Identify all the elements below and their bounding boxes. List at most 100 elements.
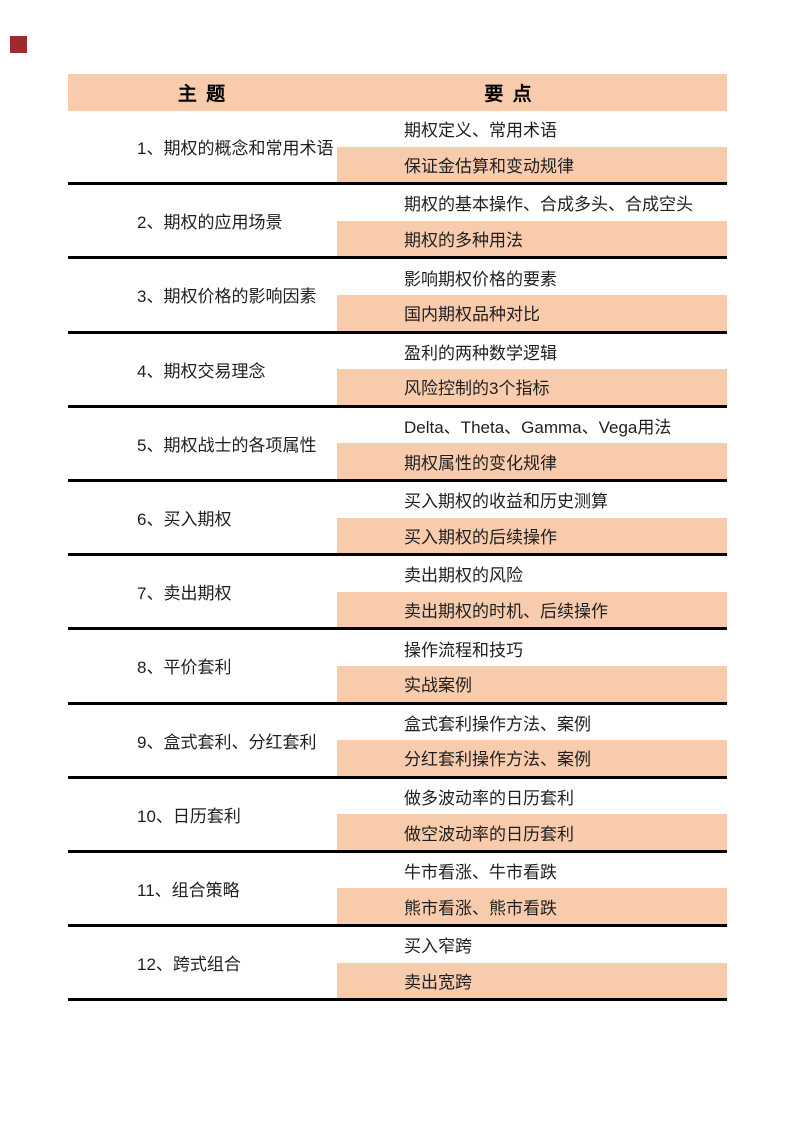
point-label: 买入窄跨 bbox=[404, 937, 472, 957]
topic-label: 12、跨式组合 bbox=[137, 955, 241, 975]
points-cells: 买入窄跨 卖出宽跨 bbox=[337, 927, 727, 999]
point-label: 期权的基本操作、合成多头、合成空头 bbox=[404, 195, 693, 215]
point-label: 卖出期权的时机、后续操作 bbox=[404, 602, 608, 622]
point-label: 国内期权品种对比 bbox=[404, 305, 540, 325]
point-row-highlighted: 期权属性的变化规律 bbox=[337, 443, 727, 479]
point-label: 影响期权价格的要素 bbox=[404, 269, 557, 289]
table-row: 8、平价套利 操作流程和技巧 实战案例 bbox=[68, 630, 727, 705]
points-cells: 做多波动率的日历套利 做空波动率的日历套利 bbox=[337, 779, 727, 850]
point-label: 买入期权的后续操作 bbox=[404, 527, 557, 547]
point-label: 做多波动率的日历套利 bbox=[404, 788, 574, 808]
point-row-primary: 影响期权价格的要素 bbox=[337, 259, 727, 295]
point-row-primary: 期权定义、常用术语 bbox=[337, 111, 727, 147]
topic-label: 3、期权价格的影响因素 bbox=[137, 287, 317, 307]
point-row-primary: 期权的基本操作、合成多头、合成空头 bbox=[337, 185, 727, 221]
topic-cell: 9、盒式套利、分红套利 bbox=[68, 705, 337, 776]
point-label: 牛市看涨、牛市看跌 bbox=[404, 863, 557, 883]
points-cells: 盒式套利操作方法、案例 分红套利操作方法、案例 bbox=[337, 705, 727, 776]
point-row-highlighted: 买入期权的后续操作 bbox=[337, 517, 727, 554]
point-label: 操作流程和技巧 bbox=[404, 640, 523, 660]
point-label: 期权定义、常用术语 bbox=[404, 121, 557, 141]
point-label: 分红套利操作方法、案例 bbox=[404, 750, 591, 770]
points-cells: 牛市看涨、牛市看跌 熊市看涨、熊市看跌 bbox=[337, 853, 727, 925]
red-square-marker bbox=[10, 36, 27, 53]
point-label: 保证金估算和变动规律 bbox=[404, 156, 574, 176]
topic-cell: 10、日历套利 bbox=[68, 779, 337, 850]
point-row-primary: 盒式套利操作方法、案例 bbox=[337, 705, 727, 741]
point-label: 盒式套利操作方法、案例 bbox=[404, 714, 591, 734]
table-row: 11、组合策略 牛市看涨、牛市看跌 熊市看涨、熊市看跌 bbox=[68, 852, 727, 928]
point-row-primary: 买入窄跨 bbox=[337, 927, 727, 963]
point-label: 盈利的两种数学逻辑 bbox=[404, 343, 557, 363]
table-row: 2、期权的应用场景 期权的基本操作、合成多头、合成空头 期权的多种用法 bbox=[68, 185, 727, 260]
point-label: 卖出宽跨 bbox=[404, 972, 472, 992]
point-label: 做空波动率的日历套利 bbox=[404, 824, 574, 844]
topic-label: 8、平价套利 bbox=[137, 658, 232, 678]
topic-cell: 3、期权价格的影响因素 bbox=[68, 259, 337, 330]
point-row-highlighted: 保证金估算和变动规律 bbox=[337, 146, 727, 183]
topic-label: 10、日历套利 bbox=[137, 806, 241, 826]
point-row-highlighted: 国内期权品种对比 bbox=[337, 294, 727, 331]
topic-label: 5、期权战士的各项属性 bbox=[137, 435, 317, 455]
point-row-highlighted: 风险控制的3个指标 bbox=[337, 369, 727, 405]
topic-label: 11、组合策略 bbox=[137, 880, 240, 900]
point-row-highlighted: 做空波动率的日历套利 bbox=[337, 814, 727, 850]
point-row-primary: 买入期权的收益和历史测算 bbox=[337, 482, 727, 518]
topic-label: 6、买入期权 bbox=[137, 510, 232, 530]
point-row-primary: 卖出期权的风险 bbox=[337, 556, 727, 592]
topic-cell: 8、平价套利 bbox=[68, 630, 337, 701]
topic-cell: 7、卖出期权 bbox=[68, 556, 337, 627]
point-label: 期权属性的变化规律 bbox=[404, 453, 557, 473]
point-row-highlighted: 熊市看涨、熊市看跌 bbox=[337, 888, 727, 925]
table-row: 7、卖出期权 卖出期权的风险 卖出期权的时机、后续操作 bbox=[68, 556, 727, 631]
table-body: 1、期权的概念和常用术语 期权定义、常用术语 保证金估算和变动规律 2、期权的应… bbox=[68, 111, 727, 1002]
point-row-primary: 牛市看涨、牛市看跌 bbox=[337, 853, 727, 889]
points-cells: Delta、Theta、Gamma、Vega用法 期权属性的变化规律 bbox=[337, 408, 727, 479]
header-cell-points: 要 点 bbox=[484, 84, 534, 105]
point-label: 实战案例 bbox=[404, 676, 472, 696]
point-row-highlighted: 卖出期权的时机、后续操作 bbox=[337, 591, 727, 628]
table-row: 6、买入期权 买入期权的收益和历史测算 买入期权的后续操作 bbox=[68, 481, 727, 557]
topic-cell: 1、期权的概念和常用术语 bbox=[68, 111, 337, 182]
point-row-highlighted: 实战案例 bbox=[337, 665, 727, 702]
table-row: 5、期权战士的各项属性 Delta、Theta、Gamma、Vega用法 期权属… bbox=[68, 407, 727, 482]
table-header-row: 主 题 要 点 bbox=[68, 74, 727, 111]
table-row: 3、期权价格的影响因素 影响期权价格的要素 国内期权品种对比 bbox=[68, 259, 727, 334]
point-label: Delta、Theta、Gamma、Vega用法 bbox=[404, 418, 672, 438]
table-row: 9、盒式套利、分红套利 盒式套利操作方法、案例 分红套利操作方法、案例 bbox=[68, 704, 727, 779]
topic-label: 9、盒式套利、分红套利 bbox=[137, 732, 317, 752]
point-row-primary: 盈利的两种数学逻辑 bbox=[337, 334, 727, 370]
point-row-highlighted: 分红套利操作方法、案例 bbox=[337, 740, 727, 776]
table-row: 4、期权交易理念 盈利的两种数学逻辑 风险控制的3个指标 bbox=[68, 333, 727, 408]
point-row-highlighted: 卖出宽跨 bbox=[337, 962, 727, 999]
points-cells: 买入期权的收益和历史测算 买入期权的后续操作 bbox=[337, 482, 727, 554]
topic-label: 2、期权的应用场景 bbox=[137, 213, 283, 233]
table-row: 12、跨式组合 买入窄跨 卖出宽跨 bbox=[68, 927, 727, 1002]
topic-cell: 4、期权交易理念 bbox=[68, 334, 337, 405]
point-label: 风险控制的3个指标 bbox=[404, 379, 550, 399]
points-cells: 盈利的两种数学逻辑 风险控制的3个指标 bbox=[337, 334, 727, 405]
point-label: 卖出期权的风险 bbox=[404, 566, 523, 586]
header-cell-topic: 主 题 bbox=[177, 84, 228, 105]
topic-label: 4、期权交易理念 bbox=[137, 361, 266, 381]
topic-cell: 2、期权的应用场景 bbox=[68, 185, 337, 256]
topic-cell: 11、组合策略 bbox=[68, 853, 337, 924]
point-row-highlighted: 期权的多种用法 bbox=[337, 220, 727, 257]
topic-label: 1、期权的概念和常用术语 bbox=[137, 139, 334, 159]
point-label: 期权的多种用法 bbox=[404, 231, 523, 251]
table-row: 1、期权的概念和常用术语 期权定义、常用术语 保证金估算和变动规律 bbox=[68, 111, 727, 186]
points-cells: 期权的基本操作、合成多头、合成空头 期权的多种用法 bbox=[337, 185, 727, 257]
topic-cell: 5、期权战士的各项属性 bbox=[68, 408, 337, 479]
point-label: 买入期权的收益和历史测算 bbox=[404, 492, 608, 512]
point-label: 熊市看涨、熊市看跌 bbox=[404, 898, 557, 918]
points-cells: 操作流程和技巧 实战案例 bbox=[337, 630, 727, 702]
point-row-primary: 做多波动率的日历套利 bbox=[337, 779, 727, 815]
topic-cell: 12、跨式组合 bbox=[68, 927, 337, 998]
point-row-primary: Delta、Theta、Gamma、Vega用法 bbox=[337, 408, 727, 444]
points-cells: 影响期权价格的要素 国内期权品种对比 bbox=[337, 259, 727, 331]
topic-cell: 6、买入期权 bbox=[68, 482, 337, 553]
points-cells: 期权定义、常用术语 保证金估算和变动规律 bbox=[337, 111, 727, 183]
table-row: 10、日历套利 做多波动率的日历套利 做空波动率的日历套利 bbox=[68, 778, 727, 853]
topic-label: 7、卖出期权 bbox=[137, 584, 232, 604]
